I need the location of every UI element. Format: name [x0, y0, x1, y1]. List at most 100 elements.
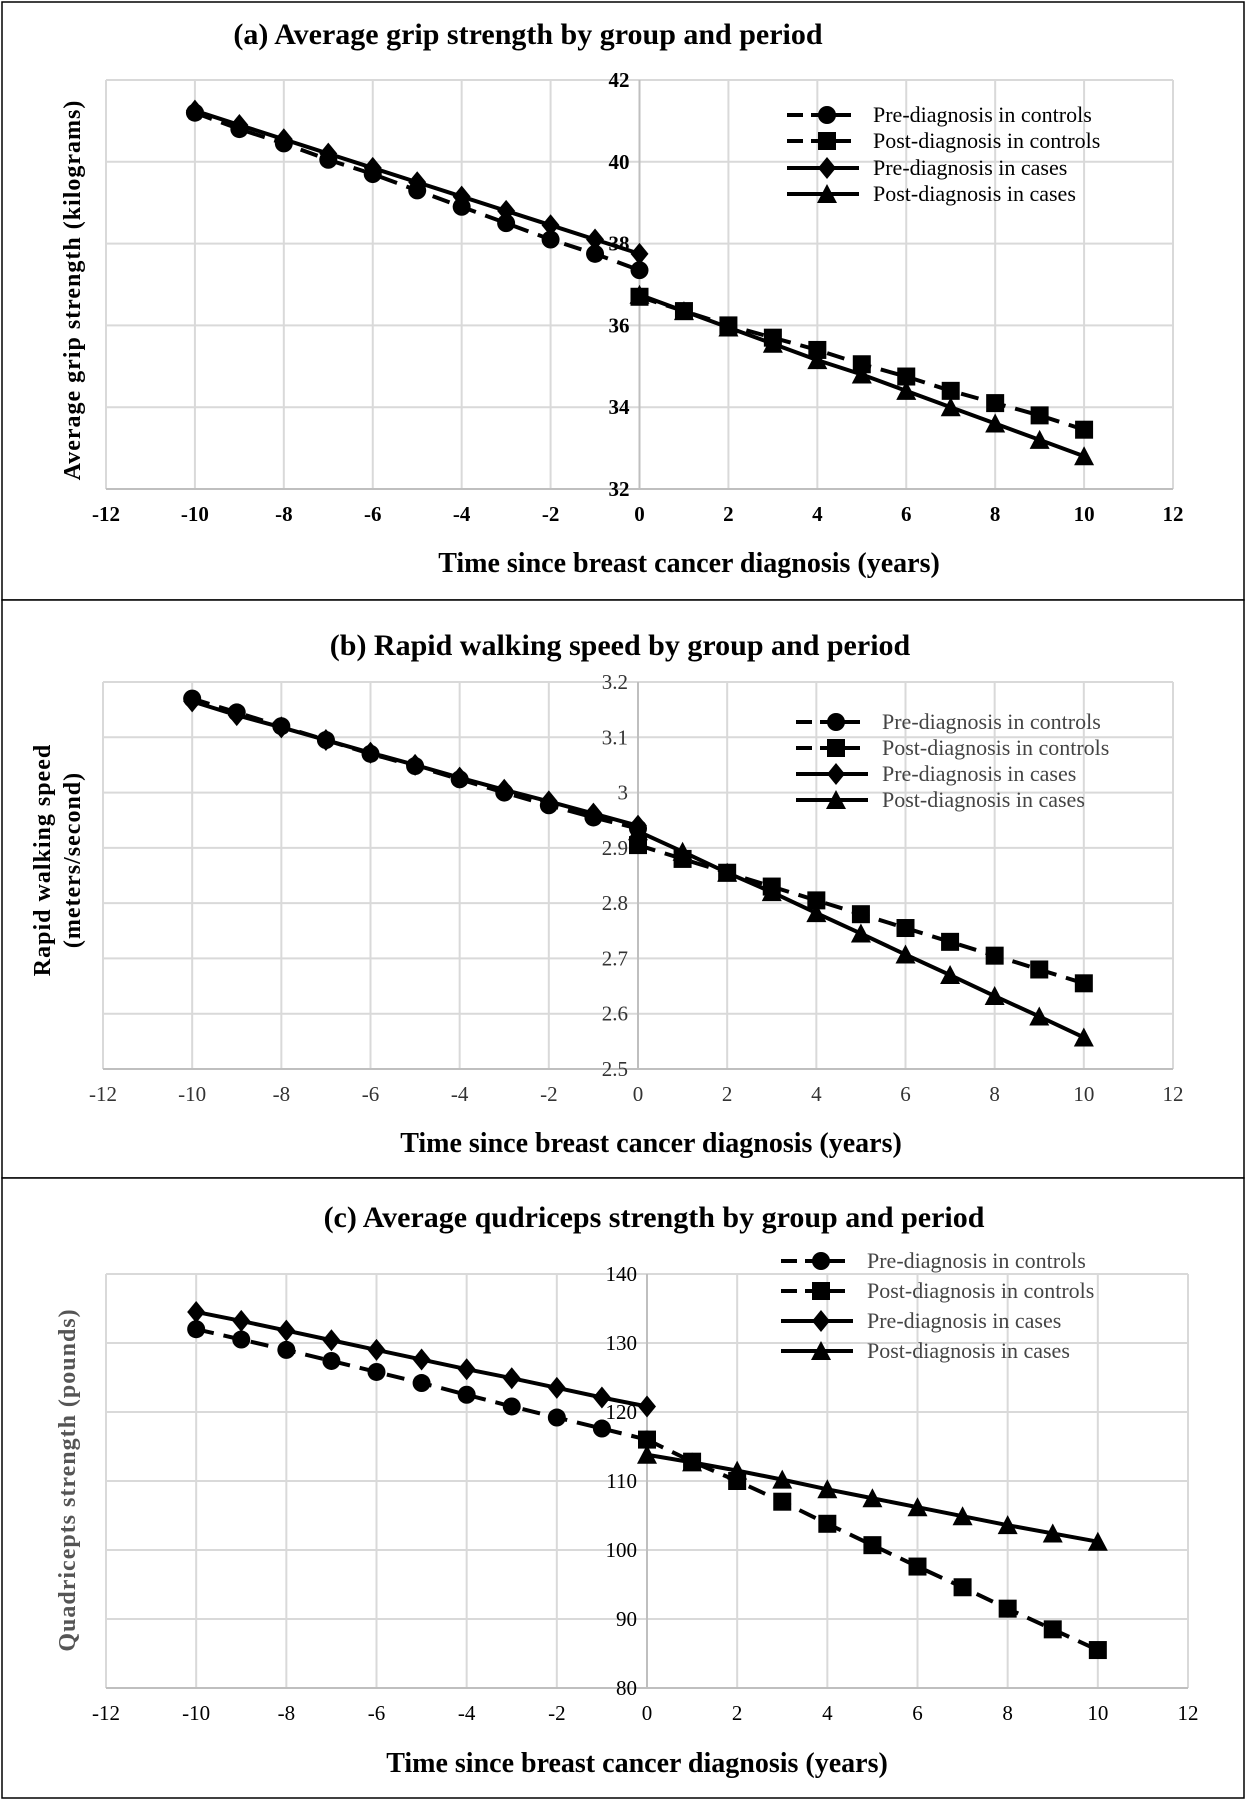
- legend-item: Post-diagnosis in cases: [787, 181, 1076, 206]
- legend-marker: [812, 1310, 830, 1332]
- x-tick-label: 10: [1074, 502, 1095, 526]
- y-tick-label: 90: [616, 1607, 637, 1631]
- data-point: [322, 1329, 341, 1352]
- data-point: [808, 340, 827, 359]
- data-point: [863, 1536, 882, 1555]
- data-point: [895, 944, 916, 964]
- data-point: [941, 932, 960, 951]
- data-point: [539, 790, 558, 813]
- y-tick-label: 34: [609, 395, 631, 419]
- y-tick-label: 42: [609, 68, 630, 92]
- data-point: [367, 1362, 386, 1381]
- data-point: [997, 1515, 1018, 1535]
- data-point: [717, 862, 738, 882]
- x-tick-label: 4: [822, 1701, 833, 1725]
- data-point: [1043, 1620, 1062, 1639]
- y-tick-label: 2.6: [602, 1002, 628, 1026]
- chart-panel-b: -12 -10 -8 -6 -4 -2 0 2 4 6 8 10 12 2.5 2.6 2.7 2.8 2.9 3 3…: [1, 599, 1245, 1179]
- legend-label: Post-diagnosis in cases: [867, 1338, 1070, 1363]
- chart-panel-a: -12 -10 -8 -6 -4 -2 0 2 4 6 8 10 12323436384042Pre-d…: [1, 1, 1245, 601]
- data-point: [502, 1397, 521, 1416]
- data-point: [361, 741, 380, 764]
- data-point: [682, 1452, 703, 1472]
- legend-label: Pre-diagnosis in cases: [873, 155, 1067, 180]
- data-point: [457, 1358, 476, 1381]
- data-point: [718, 317, 739, 337]
- data-point: [984, 986, 1005, 1006]
- x-tick-label: 8: [1002, 1701, 1013, 1725]
- data-point: [592, 1419, 611, 1438]
- x-tick-label: 8: [990, 502, 1001, 526]
- data-point: [1074, 446, 1095, 466]
- x-tick-label: -6: [362, 1082, 380, 1106]
- x-axis-title: Time since breast cancer diagnosis (year…: [438, 548, 940, 579]
- data-point: [232, 1309, 251, 1332]
- legend-item: Pre-diagnosis in cases: [787, 155, 1067, 180]
- data-point: [412, 1374, 431, 1393]
- x-tick-label: -12: [92, 502, 120, 526]
- x-tick-label: 12: [1178, 1701, 1199, 1725]
- data-point: [586, 228, 605, 251]
- x-tick-label: 12: [1163, 502, 1184, 526]
- data-point: [541, 230, 560, 249]
- y-tick-label: 110: [606, 1469, 637, 1493]
- x-tick-label: 4: [811, 1082, 822, 1106]
- series-pre-diagnosis-in-cases: [187, 1300, 656, 1418]
- legend-label: Post-diagnosis in controls: [882, 735, 1109, 760]
- chart-title: (b) Rapid walking speed by group and per…: [330, 629, 911, 662]
- x-tick-label: 6: [912, 1701, 923, 1725]
- data-point: [497, 214, 516, 233]
- x-tick-label: -8: [275, 502, 293, 526]
- x-tick-label: 0: [633, 1082, 644, 1106]
- data-point: [908, 1557, 927, 1576]
- data-point: [187, 1320, 206, 1339]
- legend-item: Post-diagnosis in controls: [787, 128, 1100, 153]
- data-point: [1087, 1531, 1108, 1551]
- panel-border: [1, 1177, 1245, 1799]
- legend-item: Pre-diagnosis in controls: [781, 1248, 1086, 1273]
- data-point: [497, 199, 516, 222]
- data-point: [850, 923, 871, 943]
- x-tick-label: -6: [364, 502, 382, 526]
- data-point: [985, 413, 1006, 433]
- y-tick-label: 36: [609, 313, 630, 337]
- data-point: [896, 380, 917, 400]
- legend-label: Pre-diagnosis in controls: [882, 709, 1101, 734]
- data-point: [183, 690, 202, 713]
- series-pre-diagnosis-in-controls: [187, 1320, 656, 1449]
- data-point: [187, 1300, 206, 1323]
- data-point: [630, 261, 649, 280]
- data-point: [406, 753, 425, 776]
- data-point: [897, 367, 916, 386]
- data-point: [907, 1497, 928, 1517]
- legend-marker: [812, 1252, 830, 1270]
- x-tick-label: -8: [273, 1082, 291, 1106]
- data-point: [408, 171, 427, 194]
- data-point: [363, 156, 382, 179]
- data-point: [806, 903, 827, 923]
- chart-title: (a) Average grip strength by group and p…: [233, 18, 823, 51]
- legend-item: Pre-diagnosis in cases: [796, 761, 1076, 786]
- x-tick-label: -4: [453, 502, 471, 526]
- data-point: [637, 1444, 657, 1464]
- y-tick-label: 3.1: [602, 725, 628, 749]
- data-point: [851, 364, 872, 384]
- x-tick-label: 4: [812, 502, 823, 526]
- data-point: [1030, 960, 1049, 979]
- data-point: [457, 1385, 476, 1404]
- legend-item: Pre-diagnosis in controls: [787, 102, 1092, 127]
- data-point: [672, 841, 693, 861]
- data-point: [953, 1578, 972, 1597]
- data-point: [277, 1340, 296, 1359]
- series-pre-diagnosis-in-cases: [183, 690, 647, 837]
- legend-label: Pre-diagnosis in controls: [867, 1248, 1086, 1273]
- data-point: [232, 1330, 251, 1349]
- data-point: [541, 214, 560, 237]
- x-tick-label: -2: [540, 1082, 558, 1106]
- legend-marker: [812, 1282, 830, 1300]
- x-tick-label: -10: [178, 1082, 206, 1106]
- x-tick-label: -6: [368, 1701, 386, 1725]
- legend-item: Pre-diagnosis in controls: [796, 709, 1101, 734]
- series-pre-diagnosis-in-cases: [185, 99, 649, 265]
